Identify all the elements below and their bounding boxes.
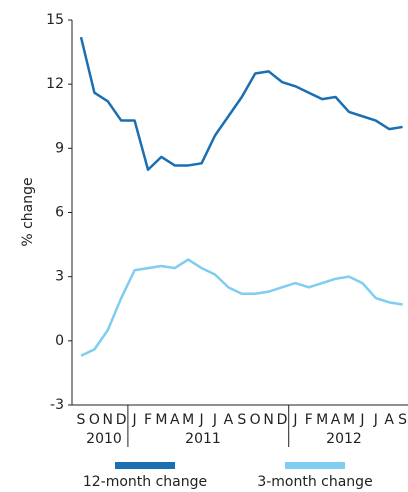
x-tick-label: N: [103, 412, 113, 428]
legend-label: 12-month change: [83, 474, 207, 490]
line-series: [80, 258, 403, 357]
x-tick-label: N: [263, 412, 273, 428]
x-tick-label: F: [305, 412, 313, 428]
x-tick-label: D: [277, 412, 288, 428]
x-tick-label: M: [343, 412, 355, 428]
y-axis-label: % change: [20, 177, 36, 246]
x-tick-label: M: [316, 412, 328, 428]
x-tick-label: S: [398, 412, 407, 428]
x-tick-label: J: [132, 412, 137, 428]
year-label: 2012: [326, 431, 362, 447]
y-tick-label: 12: [46, 76, 64, 92]
y-tick-label: 6: [55, 205, 64, 221]
year-label: 2010: [86, 431, 122, 447]
y-tick-label: 3: [55, 269, 64, 285]
x-tick-label: M: [182, 412, 194, 428]
x-tick-label: F: [144, 412, 152, 428]
x-tick-label: A: [384, 412, 394, 428]
legend-swatch: [285, 462, 345, 469]
y-tick-label: 15: [46, 12, 64, 28]
x-tick-label: J: [292, 412, 297, 428]
legend-swatch: [115, 462, 175, 469]
x-tick-label: J: [373, 412, 378, 428]
y-tick-label: 9: [55, 140, 64, 156]
x-tick-label: O: [250, 412, 261, 428]
x-tick-label: M: [155, 412, 167, 428]
legend-label: 3-month change: [257, 474, 372, 490]
x-tick-label: J: [212, 412, 217, 428]
x-tick-label: A: [224, 412, 234, 428]
x-tick-label: D: [116, 412, 127, 428]
x-tick-label: J: [359, 412, 364, 428]
year-label: 2011: [185, 431, 221, 447]
x-tick-label: A: [170, 412, 180, 428]
y-tick-label: -3: [50, 397, 64, 413]
line-series: [79, 36, 403, 171]
x-tick-label: O: [89, 412, 100, 428]
x-tick-label: A: [331, 412, 341, 428]
x-tick-label: S: [77, 412, 86, 428]
x-tick-label: J: [199, 412, 204, 428]
y-tick-label: 0: [55, 333, 64, 349]
x-tick-label: S: [237, 412, 246, 428]
